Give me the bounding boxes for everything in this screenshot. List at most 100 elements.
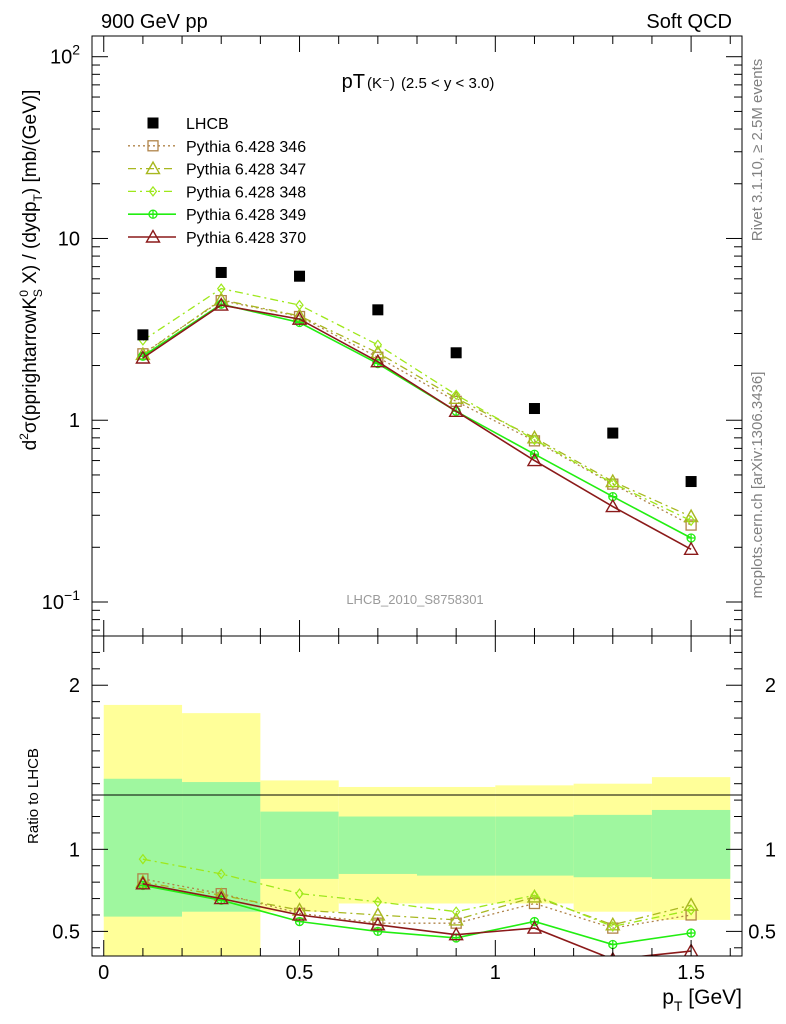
ratio-point-pythia-6-428-348	[451, 906, 461, 918]
main-line-pythia-6-428-348	[142, 287, 692, 522]
legend: LHCB Pythia 6.428 346 Pythia 6.428 347 Pyth…	[128, 116, 306, 247]
ratio-point-pythia-6-428-370	[448, 926, 464, 941]
main-point-pythia-6-428-346	[685, 519, 697, 531]
ratio-ytick-label-right: 2	[765, 675, 776, 697]
ratio-line-pythia-6-428-348	[142, 858, 692, 928]
legend-marker-pythia-6-428-370	[145, 229, 161, 243]
ratio-point-pythia-6-428-348	[686, 904, 696, 916]
ratio-point-pythia-6-428-347	[605, 916, 621, 931]
main-point-pythia-6-428-348	[295, 299, 304, 311]
ratio-point-pythia-6-428-348	[530, 889, 539, 901]
main-point-lhcb	[450, 347, 462, 359]
ratio-point-pythia-6-428-370	[291, 907, 308, 921]
main-line-pythia-6-428-346	[142, 299, 692, 526]
main-point-lhcb	[215, 266, 227, 278]
ratio-ytick-label-right: 0.5	[748, 921, 776, 943]
legend-label-pythia-6-428-347: Pythia 6.428 347	[186, 162, 306, 179]
main-line-pythia-6-428-349	[142, 303, 692, 539]
main-point-lhcb	[685, 476, 697, 488]
ratio-line-pythia-6-428-370	[142, 883, 692, 956]
main-point-pythia-6-428-348	[608, 477, 618, 489]
main-ytick-label: 1	[69, 410, 80, 432]
ratio-ytick-label-right: 1	[765, 839, 776, 861]
chart-title: pT (K⁻) (2.5 < y < 3.0)	[342, 71, 495, 93]
main-point-pythia-6-428-370	[370, 353, 386, 368]
ratio-point-pythia-6-428-347	[370, 907, 386, 921]
header-right: Soft QCD	[646, 11, 732, 33]
main-ylabel: d2σ(pprightarrowK0S X) / (dydpT) [mb/(Ge…	[17, 90, 45, 451]
ratio-point-pythia-6-428-349	[686, 928, 696, 938]
ratio-point-pythia-6-428-348	[295, 888, 304, 900]
legend-marker-lhcb	[147, 117, 159, 129]
main-panel: 10−1 1 10 102 pT (K⁻) (2.5 < y < 3.0) LHCB_20…	[17, 35, 743, 637]
ratio-band-inner	[338, 816, 417, 874]
main-point-pythia-6-428-370	[605, 498, 621, 513]
ratio-point-pythia-6-428-346	[528, 897, 541, 910]
main-point-pythia-6-428-348	[451, 389, 461, 401]
ratio-band-inner	[573, 814, 652, 878]
ratio-point-pythia-6-428-347	[448, 911, 464, 926]
analysis-watermark: LHCB_2010_S8758301	[346, 592, 483, 607]
ratio-point-pythia-6-428-349	[608, 939, 618, 950]
legend-label-pythia-6-428-370: Pythia 6.428 370	[186, 230, 306, 247]
main-ytick-label: 10−1	[42, 587, 80, 614]
ratio-point-pythia-6-428-370	[135, 875, 151, 890]
ratio-band-inner	[495, 816, 574, 876]
ratio-line-pythia-6-428-346	[142, 878, 692, 929]
ratio-panel: 0.5 0.5 1 1 2 2 0 0.5 1 1.5 Ratio to LHCB pT [Ge…	[25, 635, 776, 1014]
ratio-ytick-label-left: 0.5	[52, 921, 80, 943]
ratio-point-pythia-6-428-349	[373, 926, 383, 937]
main-point-pythia-6-428-348	[686, 515, 696, 527]
ratio-point-pythia-6-428-349	[294, 916, 305, 927]
main-point-pythia-6-428-370	[526, 452, 543, 467]
ratio-band-inner	[417, 816, 496, 876]
main-point-lhcb	[528, 403, 540, 415]
legend-label-pythia-6-428-349: Pythia 6.428 349	[186, 207, 306, 224]
legend-label-lhcb: LHCB	[186, 116, 229, 133]
legend-label-pythia-6-428-348: Pythia 6.428 348	[186, 184, 306, 201]
main-line-pythia-6-428-370	[142, 304, 692, 551]
main-line-pythia-6-428-347	[142, 299, 692, 518]
ratio-point-pythia-6-428-348	[216, 868, 226, 880]
ratio-point-pythia-6-428-370	[213, 890, 229, 905]
ratio-ytick-label-left: 1	[69, 839, 80, 861]
main-point-lhcb	[137, 329, 149, 341]
main-point-pythia-6-428-348	[216, 283, 226, 295]
main-point-pythia-6-428-370	[213, 297, 229, 311]
ratio-point-pythia-6-428-348	[373, 896, 383, 908]
main-point-pythia-6-428-370	[135, 350, 151, 364]
main-point-pythia-6-428-347	[683, 508, 699, 523]
legend-marker-pythia-6-428-348	[148, 185, 158, 197]
ratio-xtick-label: 0	[98, 962, 109, 984]
main-point-pythia-6-428-347	[526, 429, 543, 444]
legend-marker-pythia-6-428-349	[148, 209, 158, 219]
legend-marker-pythia-6-428-346	[147, 140, 159, 152]
legend-marker-pythia-6-428-347	[145, 160, 161, 175]
ratio-point-pythia-6-428-370	[683, 943, 699, 956]
ratio-point-pythia-6-428-370	[370, 916, 386, 931]
main-point-lhcb	[294, 270, 306, 282]
main-ytick-label: 10	[58, 228, 80, 250]
main-point-pythia-6-428-348	[530, 434, 539, 446]
main-point-lhcb	[372, 304, 384, 316]
ratio-xlabel: pT [GeV]	[662, 986, 742, 1014]
main-ytick-label: 102	[50, 42, 80, 69]
ratio-xtick-label: 1	[490, 962, 501, 984]
ratio-band-inner	[651, 809, 731, 879]
rivet-version-label: Rivet 3.1.10, ≥ 2.5M events	[749, 59, 766, 242]
ratio-ylabel: Ratio to LHCB	[25, 748, 42, 844]
main-point-pythia-6-428-348	[373, 339, 383, 351]
main-point-pythia-6-428-370	[448, 403, 464, 417]
main-point-pythia-6-428-347	[605, 473, 621, 488]
mcplots-source-label: mcplots.cern.ch [arXiv:1306.3436]	[749, 372, 766, 599]
ratio-line-pythia-6-428-349	[142, 884, 692, 946]
ratio-xtick-label: 1.5	[677, 962, 705, 984]
ratio-band-inner	[260, 811, 339, 879]
ratio-ytick-label-left: 2	[69, 675, 80, 697]
main-point-pythia-6-428-347	[370, 344, 386, 359]
header-left: 900 GeV pp	[101, 11, 208, 33]
ratio-point-pythia-6-428-348	[138, 853, 148, 865]
main-point-pythia-6-428-349	[686, 533, 696, 543]
ratio-xtick-label: 0.5	[286, 962, 314, 984]
